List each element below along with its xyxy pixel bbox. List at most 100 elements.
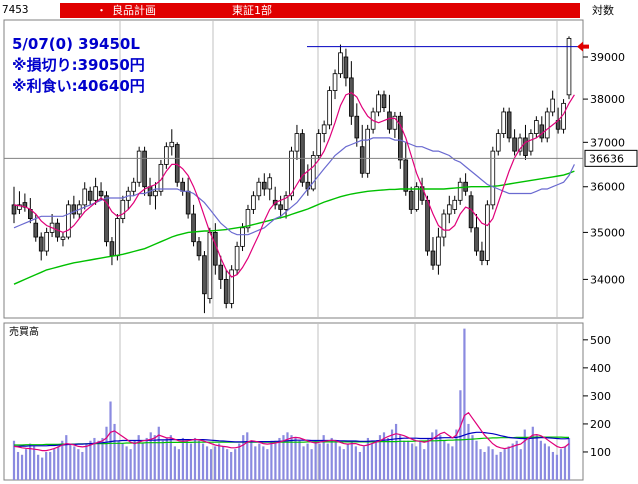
candle-body (408, 190, 414, 210)
candle-body (354, 115, 360, 139)
volume-tick-label: 200 (590, 418, 611, 431)
ma-long-line (13, 170, 575, 285)
trade-entry-line: 5/07(0) 39450L (12, 35, 140, 53)
candle-body (534, 120, 539, 134)
candle-body (185, 190, 191, 215)
candle-body (136, 150, 142, 183)
price-panel-frame (3, 19, 584, 319)
candle-body (512, 137, 517, 152)
candle-body (349, 77, 354, 117)
volume-ma-long-line (14, 436, 569, 446)
candle-body (528, 133, 534, 152)
candle-body (523, 137, 528, 156)
volume-ma-short-line (13, 411, 570, 452)
price-tick-label: 39000 (590, 51, 625, 64)
candle-body (104, 195, 109, 243)
candle-body (164, 146, 169, 165)
candle-body (229, 269, 234, 304)
candle-body (310, 155, 316, 190)
candle-body (550, 98, 555, 113)
candle-body (387, 111, 392, 130)
candle-body (495, 133, 501, 152)
candle-body (261, 181, 267, 190)
volume-tick-label: 500 (590, 334, 611, 347)
ma-mid-line (13, 137, 575, 236)
candle-body (441, 213, 447, 238)
candle-body (196, 241, 202, 257)
market-label: 東証1部 (232, 4, 272, 17)
candle-body (44, 232, 49, 252)
current-price-box (584, 149, 638, 167)
trade-info-box: 5/07(0) 39450L ※損切り:39050円 ※利食い:40640円 (12, 34, 145, 97)
candle-body (109, 241, 115, 257)
candle-body (191, 213, 196, 243)
header-title-band (60, 3, 580, 18)
candle-body (71, 204, 77, 215)
candle-body (240, 227, 245, 247)
candle-body (283, 195, 289, 210)
candle-body (338, 52, 343, 75)
candle-body (403, 159, 409, 192)
ma-short-line (13, 92, 575, 278)
stop-loss-line: ※損切り:39050円 (12, 56, 145, 74)
candle-body (359, 146, 365, 174)
volume-tick-label: 100 (590, 446, 611, 459)
stock-name: 良品計画 (112, 4, 156, 17)
candle-body (202, 255, 207, 295)
candle-body (289, 150, 294, 197)
candle-body (566, 37, 572, 96)
candle-body (82, 188, 88, 206)
current-price-label: 36636 (589, 152, 624, 165)
price-tick-label: 34000 (590, 273, 625, 286)
candle-body (142, 150, 147, 188)
candle-body (60, 236, 66, 240)
candle-body (131, 181, 137, 192)
volume-tick-label: 300 (590, 390, 611, 403)
candle-body (153, 190, 158, 197)
candle-body (174, 144, 180, 183)
candle-body (436, 236, 441, 266)
candle-body (544, 111, 550, 139)
candle-body (452, 199, 458, 210)
candle-body (267, 177, 273, 190)
candle-body (501, 111, 507, 134)
candle-body (425, 199, 430, 252)
candle-body (474, 227, 479, 252)
candle-body (234, 245, 240, 271)
candle-body (98, 190, 104, 197)
candle-body (392, 115, 398, 130)
candle-body (207, 232, 213, 299)
candle-body (169, 141, 175, 148)
header-dot: ・ (96, 4, 107, 17)
candle-body (120, 199, 126, 219)
scale-mode-label[interactable]: 対数 (592, 4, 614, 17)
candle-body (485, 204, 490, 261)
candle-body (223, 279, 229, 304)
candle-body (539, 124, 545, 139)
candle-body (365, 128, 370, 174)
candle-body (93, 186, 98, 201)
candle-body (446, 204, 452, 215)
stock-code: 7453 (2, 3, 29, 16)
price-tick-label: 38000 (590, 93, 625, 106)
candle-body (278, 204, 283, 210)
target-arrow (577, 41, 589, 52)
candle-body (321, 124, 327, 134)
price-tick-label: 37000 (590, 136, 625, 149)
header-bar: 7453 ・ 良品計画 東証1部 対数 (0, 0, 638, 20)
candle-body (430, 250, 436, 266)
candle-body (245, 209, 251, 229)
candle-body (381, 94, 387, 109)
candle-body (517, 137, 523, 152)
take-profit-line: ※利食い:40640円 (12, 77, 145, 95)
candle-body (457, 181, 463, 201)
candle-body (479, 250, 485, 261)
candle-body (506, 111, 512, 139)
volume-ma-mid-line (14, 431, 570, 447)
candle-body (11, 204, 17, 215)
candle-body (256, 181, 262, 197)
candle-body (376, 94, 381, 113)
candle-body (38, 236, 44, 252)
candle-body (33, 222, 39, 238)
